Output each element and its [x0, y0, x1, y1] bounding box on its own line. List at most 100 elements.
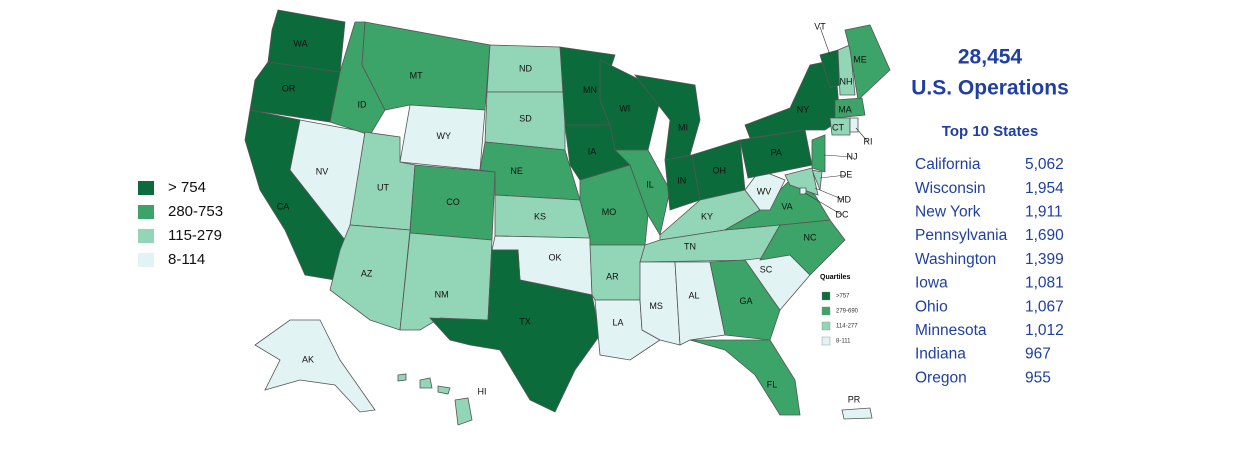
state-name: Pennsylvania	[915, 227, 1008, 244]
state-name: Ohio	[915, 298, 948, 315]
state-label: VT	[814, 21, 826, 31]
state	[811, 134, 826, 173]
state-label: MO	[602, 207, 617, 217]
state-count: 955	[1025, 369, 1051, 386]
total: 28,454	[958, 46, 1023, 69]
state-label: DC	[836, 209, 849, 219]
state-count: 5,062	[1025, 156, 1064, 173]
state	[249, 61, 341, 123]
state-label: ME	[853, 54, 867, 64]
legend-swatch	[138, 205, 154, 219]
leader-line	[804, 192, 843, 216]
state-label: WV	[757, 186, 772, 196]
state	[674, 261, 726, 346]
state-label: MS	[649, 301, 663, 311]
state-label: TX	[519, 316, 531, 326]
state-label: UT	[377, 182, 389, 192]
state-label: VA	[781, 201, 792, 211]
state	[254, 319, 376, 413]
leader-line	[819, 174, 847, 179]
state	[329, 224, 411, 331]
state-label: IL	[646, 179, 654, 189]
map-legend-title: Quartiles	[820, 274, 850, 281]
state	[844, 24, 891, 101]
panel-title: U.S. Operations	[911, 77, 1069, 100]
state-label: MI	[678, 122, 688, 132]
state-label: OK	[548, 252, 561, 262]
leader-line	[855, 127, 869, 143]
state-label: LA	[612, 317, 623, 327]
state-label: CO	[446, 197, 460, 207]
state-name: Wisconsin	[915, 180, 986, 197]
state	[397, 373, 473, 426]
leader-line	[819, 26, 831, 56]
state-label: NY	[797, 104, 810, 114]
state-name: Iowa	[915, 275, 948, 292]
state-label: ID	[358, 99, 368, 109]
state-label: MD	[837, 194, 851, 204]
state	[799, 187, 807, 195]
state-label: IA	[588, 146, 597, 156]
state-label: NC	[804, 232, 817, 242]
state-label: WY	[437, 131, 452, 141]
state-label: SC	[760, 264, 773, 274]
state-label: MT	[410, 71, 423, 81]
state-count: 1,012	[1025, 322, 1064, 339]
state-label: SD	[519, 113, 532, 123]
leader-line	[823, 154, 853, 158]
state-name: New York	[915, 203, 981, 220]
state-label: KY	[701, 211, 713, 221]
state	[837, 44, 856, 96]
state-label: MN	[583, 85, 597, 95]
state	[784, 167, 819, 196]
legend-swatch	[138, 229, 154, 243]
state-label: NJ	[847, 151, 858, 161]
state-label: AR	[606, 271, 619, 281]
legend-label: 8-114	[168, 251, 205, 268]
state-name: Indiana	[915, 346, 966, 363]
map-legend-label: 114-277	[836, 324, 858, 330]
state-label: PR	[848, 394, 861, 404]
state-label: NM	[435, 290, 449, 300]
state	[479, 141, 581, 201]
map-legend-label: >757	[836, 294, 850, 300]
state-label: HI	[478, 386, 487, 396]
state-name: California	[915, 156, 981, 173]
state-label: RI	[864, 136, 873, 146]
state-label: CT	[832, 122, 844, 132]
state-label: ND	[519, 63, 532, 73]
state	[709, 259, 781, 341]
state	[399, 232, 493, 331]
map-legend-swatch	[821, 321, 831, 331]
panel-subtitle: Top 10 States	[942, 123, 1038, 140]
state-count: 967	[1025, 346, 1051, 363]
map-legend-swatch	[821, 291, 831, 301]
state-label: DE	[840, 169, 853, 179]
legend-label: 115-279	[168, 227, 222, 244]
state-label: NE	[510, 166, 523, 176]
state-label: AZ	[361, 269, 373, 279]
state-label: NV	[316, 166, 329, 176]
map-legend-swatch	[821, 336, 831, 346]
state-count: 1,954	[1025, 180, 1064, 197]
state-label: OR	[282, 84, 296, 94]
state-label: FL	[767, 379, 778, 389]
state-label: CA	[277, 201, 290, 211]
legend-label: > 754	[168, 179, 206, 196]
state	[811, 169, 823, 191]
state-label: MA	[838, 104, 852, 114]
state-label: IN	[677, 176, 686, 186]
leader-line	[814, 187, 845, 201]
state	[834, 97, 866, 119]
map-legend-swatch	[821, 306, 831, 316]
map-legend-label: 279-690	[836, 309, 859, 315]
legend-swatch	[138, 181, 154, 195]
legend-label: 280-753	[168, 203, 223, 220]
state-count: 1,911	[1025, 203, 1063, 220]
legend-swatch	[138, 253, 154, 267]
state	[849, 117, 859, 133]
state-label: WI	[619, 104, 630, 114]
state-label: OH	[713, 166, 727, 176]
state-label: GA	[739, 296, 752, 306]
